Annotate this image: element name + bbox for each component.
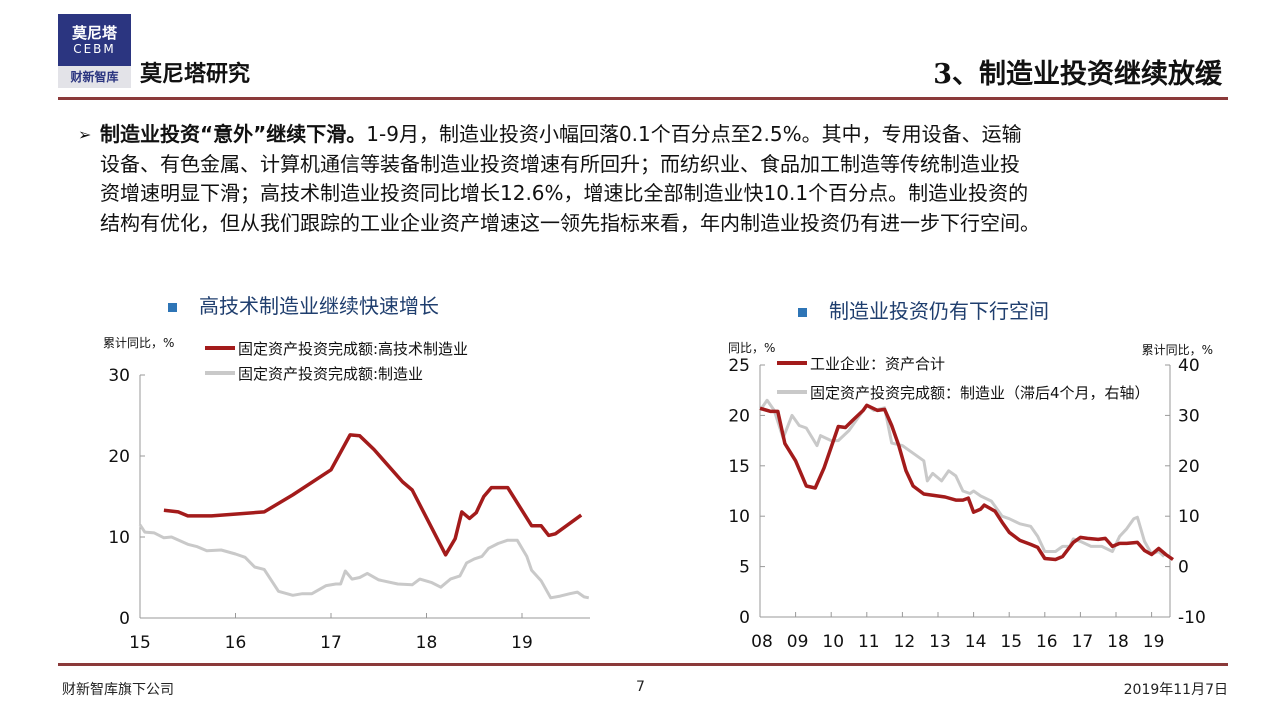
chart2-manufacturing-outlook: 0 5 10 15 20 25 -10 0 10 20 30 40 08 09 10 11 12 13 14 15 16…: [728, 341, 1213, 652]
cebm-logo: 莫尼塔 CEBM 财新智库: [58, 14, 131, 88]
series-line-2: [758, 398, 1166, 558]
brand-name: 莫尼塔研究: [140, 61, 251, 87]
logo-text-cn: 莫尼塔: [71, 24, 117, 42]
body-lead: 制造业投资“意外”继续下滑。: [100, 122, 367, 146]
slide-title: 3、制造业投资继续放缓: [933, 59, 1222, 90]
body-text: ➢ 制造业投资“意外”继续下滑。1-9月，制造业投资小幅回落0.1个百分点至2.…: [78, 120, 1040, 238]
x-tick-label: 09: [787, 632, 809, 652]
y-right-tick-label: 30: [1178, 406, 1200, 426]
x-tick-label: 19: [1143, 632, 1165, 652]
y-right-tick-label: 10: [1178, 507, 1200, 527]
series-line-1: [759, 403, 1174, 562]
chart1-title-text: 高技术制造业继续快速增长: [199, 294, 439, 318]
y-right-tick-label: 40: [1178, 356, 1200, 376]
footer-divider: [58, 663, 1228, 666]
series-line-1: [163, 433, 583, 557]
y-tick-label: 20: [728, 406, 750, 426]
y-right-tick-label: 20: [1178, 457, 1200, 477]
y-tick-label: 0: [739, 608, 750, 628]
x-tick-label: 14: [965, 632, 987, 652]
y-right-tick-label: -10: [1178, 608, 1206, 628]
footer-company: 财新智库旗下公司: [62, 682, 174, 698]
body-line: 设备、有色金属、计算机通信等装备制造业投资增速有所回升；而纺织业、食品加工制造等…: [100, 151, 1020, 176]
x-tick-label: 13: [929, 632, 951, 652]
square-bullet-icon: [168, 303, 177, 312]
y-axis-unit-label: 累计同比，%: [103, 336, 174, 350]
y-tick-label: 15: [728, 457, 750, 477]
x-tick-label: 16: [1036, 632, 1058, 652]
x-tick-label: 18: [416, 633, 438, 653]
chart1-title: 高技术制造业继续快速增长: [168, 290, 439, 319]
legend-label: 工业企业：资产合计: [810, 355, 945, 373]
y-axis-unit-label: 同比，%: [728, 341, 775, 355]
x-tick-label: 08: [751, 632, 773, 652]
x-tick-label: 17: [1072, 632, 1094, 652]
y-tick-label: 10: [728, 507, 750, 527]
footer-date: 2019年11月7日: [1123, 682, 1228, 698]
x-tick-label: 16: [225, 633, 247, 653]
square-bullet-icon: [798, 308, 807, 317]
x-tick-label: 17: [320, 633, 342, 653]
y-right-axis-unit-label: 累计同比，%: [1142, 343, 1213, 357]
x-tick-label: 19: [511, 633, 533, 653]
legend-label: 固定资产投资完成额:制造业: [238, 365, 423, 383]
x-tick-label: 15: [129, 633, 151, 653]
chart2-title: 制造业投资仍有下行空间: [798, 295, 1049, 324]
y-tick-label: 5: [739, 558, 750, 578]
page-number: 7: [636, 679, 645, 695]
x-tick-label: 18: [1107, 632, 1129, 652]
body-line-text: 1-9月，制造业投资小幅回落0.1个百分点至2.5%。其中，专用设备、运输: [366, 122, 1022, 146]
x-tick-label: 12: [894, 632, 916, 652]
x-tick-label: 11: [858, 632, 880, 652]
legend-label: 固定资产投资完成额:高技术制造业: [238, 340, 468, 358]
y-tick-label: 10: [108, 528, 130, 548]
body-line: 结构有优化，但从我们跟踪的工业企业资产增速这一领先指标来看，年内制造业投资仍有进…: [100, 210, 1040, 235]
y-right-tick-label: 0: [1178, 558, 1189, 578]
logo-text-en: CEBM: [73, 42, 116, 56]
legend-label: 固定资产投资完成额：制造业（滞后4个月，右轴）: [810, 384, 1150, 402]
chart1-high-tech-manufacturing: 0 10 20 30 15 16 17 18 19 累计同比，% 固定资产投资完成额:高技术制造业固…: [103, 336, 590, 653]
y-tick-label: 20: [108, 447, 130, 467]
y-tick-label: 0: [119, 609, 130, 629]
body-line: 制造业投资“意外”继续下滑。1-9月，制造业投资小幅回落0.1个百分点至2.5%…: [100, 120, 1040, 150]
arrow-bullet-icon: ➢: [78, 125, 92, 144]
x-tick-label: 10: [822, 632, 844, 652]
y-tick-label: 25: [728, 356, 750, 376]
series-line-2: [138, 523, 590, 600]
x-tick-label: 15: [1000, 632, 1022, 652]
body-line: 资增速明显下滑；高技术制造业投资同比增长12.6%，增速比全部制造业快10.1个…: [100, 181, 1029, 205]
header-divider: [58, 97, 1228, 100]
chart2-title-text: 制造业投资仍有下行空间: [829, 299, 1049, 323]
y-tick-label: 30: [108, 366, 130, 386]
logo-text-sub: 财新智库: [58, 66, 131, 88]
